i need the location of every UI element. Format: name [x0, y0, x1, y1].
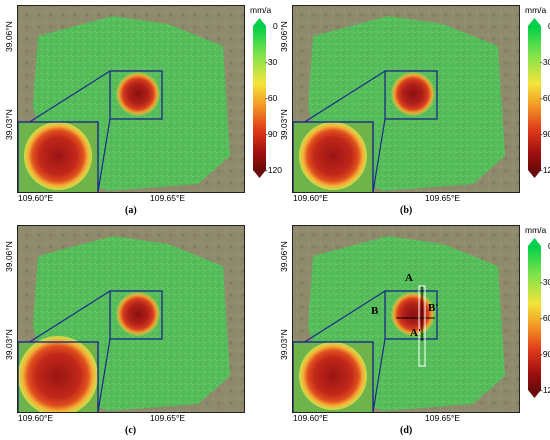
profile-label-a-prime: A'	[410, 327, 421, 339]
colorbar-tick: -30	[540, 277, 550, 287]
lon-label-right: 109.65°E	[425, 413, 461, 423]
panel-a: 39.06°N 39.03°N 109.60°E 109.65°E (a) mm…	[0, 0, 282, 220]
colorbar-tick: -60	[540, 93, 550, 103]
lat-label-top: 39.06°N	[4, 241, 14, 272]
panel-caption: (c)	[125, 425, 137, 436]
lon-label-left: 109.60°E	[293, 193, 329, 203]
panel-c: 39.06°N 39.03°N 109.60°E 109.65°E (c)	[0, 220, 275, 440]
lat-label-top: 39.06°N	[279, 21, 289, 52]
colorbar-tick: -90	[540, 349, 550, 359]
colorbar-unit: mm/a	[525, 5, 547, 15]
panel-caption: (a)	[125, 205, 137, 216]
panel-b: 39.06°N 39.03°N 109.60°E 109.65°E (b) mm…	[275, 0, 550, 220]
map-image	[292, 5, 520, 193]
lon-label-left: 109.60°E	[293, 413, 329, 423]
colorbar-tick: 0	[548, 21, 550, 31]
panel-d: 39.06°N 39.03°N 109.60°E 109.65°E (d) mm…	[275, 220, 550, 440]
colorbar-tick: -120	[265, 165, 283, 175]
lat-label-bottom: 39.03°N	[4, 109, 14, 140]
panel-caption: (d)	[400, 425, 413, 436]
lon-label-left: 109.60°E	[18, 193, 54, 203]
colorbar-tick: 0	[273, 21, 278, 31]
colorbar-tick: -60	[540, 313, 550, 323]
colorbar-tick: -90	[265, 129, 278, 139]
profile-label-b-prime: B'	[428, 302, 439, 314]
colorbar	[528, 238, 541, 398]
colorbar-tick: -30	[265, 57, 278, 67]
profile-label-a: A	[405, 272, 413, 284]
colorbar-unit: mm/a	[250, 5, 272, 15]
lat-label-bottom: 39.03°N	[279, 329, 289, 360]
colorbar-tick: -60	[265, 93, 278, 103]
colorbar-tick: -90	[540, 129, 550, 139]
lon-label-right: 109.65°E	[425, 193, 461, 203]
profile-label-b: B	[371, 305, 379, 317]
colorbar	[253, 18, 266, 178]
lat-label-bottom: 39.03°N	[4, 329, 14, 360]
map-image	[292, 225, 520, 413]
map-image	[17, 225, 245, 413]
colorbar-tick: 0	[548, 241, 550, 251]
lon-label-right: 109.65°E	[150, 193, 186, 203]
colorbar-tick: -120	[540, 385, 550, 395]
lat-label-top: 39.06°N	[4, 21, 14, 52]
panel-caption: (b)	[400, 205, 413, 216]
lon-label-left: 109.60°E	[18, 413, 54, 423]
lat-label-bottom: 39.03°N	[279, 109, 289, 140]
colorbar-unit: mm/a	[525, 225, 547, 235]
lat-label-top: 39.06°N	[279, 241, 289, 272]
lon-label-right: 109.65°E	[150, 413, 186, 423]
colorbar-tick: -30	[540, 57, 550, 67]
map-image	[17, 5, 245, 193]
colorbar	[528, 18, 541, 178]
colorbar-tick: -120	[540, 165, 550, 175]
